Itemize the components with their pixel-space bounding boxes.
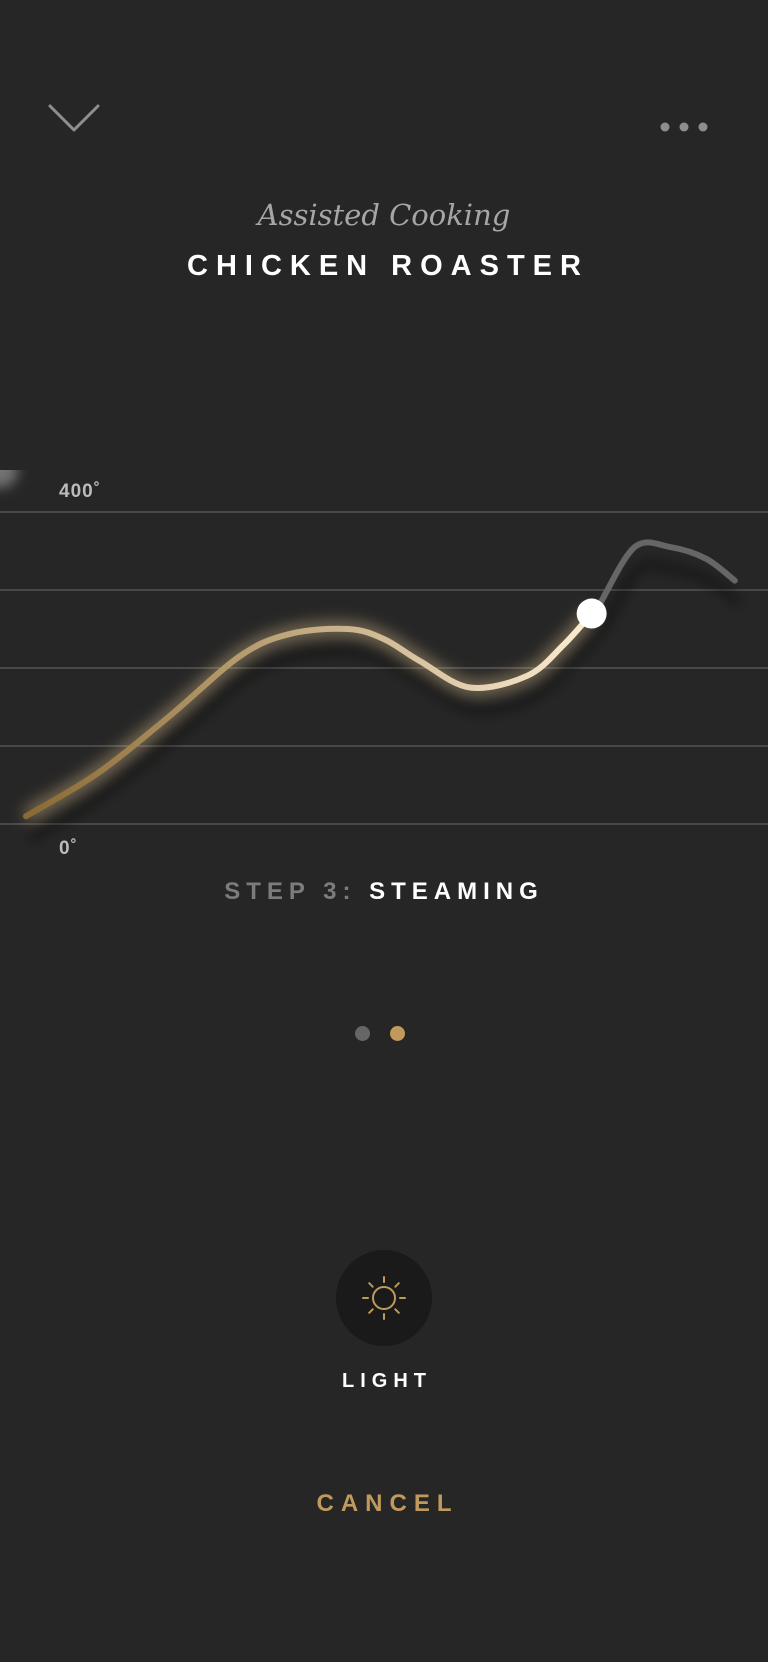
page-subtitle: Assisted Cooking bbox=[257, 198, 511, 232]
grid-layer bbox=[0, 511, 768, 825]
sun-icon bbox=[362, 1276, 406, 1320]
back-button[interactable] bbox=[44, 96, 104, 140]
curve-shadow bbox=[27, 560, 742, 842]
chevron-down-icon bbox=[48, 104, 100, 132]
page-title: CHICKEN ROASTER bbox=[187, 250, 589, 282]
step-indicator: STEP 3: STEAMING bbox=[0, 878, 768, 906]
progress-curve bbox=[23, 610, 595, 820]
page-dot-1[interactable] bbox=[355, 1026, 370, 1041]
step-number: STEP 3: bbox=[224, 878, 357, 905]
light-label: LIGHT bbox=[342, 1370, 432, 1392]
cancel-button[interactable]: CANCEL bbox=[316, 1490, 459, 1517]
page-dot-2[interactable] bbox=[390, 1026, 405, 1041]
progress-knob-glow bbox=[0, 470, 18, 488]
temperature-chart: 400˚ 0˚ bbox=[0, 470, 768, 859]
more-dots-icon bbox=[660, 122, 708, 132]
step-name: STEAMING bbox=[369, 878, 544, 905]
progress-knob[interactable] bbox=[576, 598, 607, 629]
more-button[interactable] bbox=[652, 112, 716, 142]
y-axis-bottom-label: 0˚ bbox=[59, 838, 78, 859]
y-axis-top-label: 400˚ bbox=[59, 481, 101, 502]
light-button[interactable] bbox=[336, 1250, 432, 1346]
